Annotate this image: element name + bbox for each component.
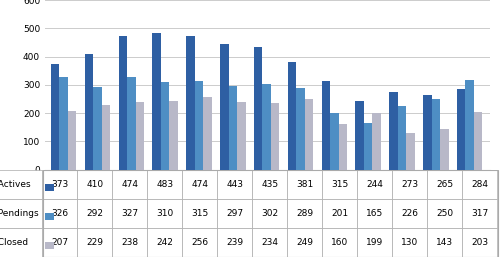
Bar bbox=[322, 81, 330, 170]
Bar bbox=[338, 124, 347, 170]
Bar bbox=[398, 106, 406, 170]
Bar bbox=[457, 89, 466, 170]
Bar bbox=[296, 88, 304, 170]
Bar bbox=[102, 105, 110, 170]
Bar bbox=[330, 113, 338, 170]
Bar bbox=[474, 112, 482, 170]
Bar bbox=[161, 82, 170, 170]
Bar bbox=[466, 80, 474, 170]
Bar bbox=[237, 102, 246, 170]
Bar bbox=[118, 36, 127, 170]
Bar bbox=[364, 123, 372, 170]
Bar bbox=[68, 111, 76, 170]
Bar bbox=[228, 86, 237, 170]
Bar bbox=[85, 54, 93, 170]
Bar bbox=[127, 77, 136, 170]
Bar bbox=[432, 99, 440, 170]
Bar bbox=[406, 133, 414, 170]
Bar bbox=[262, 84, 271, 170]
Bar bbox=[136, 102, 144, 170]
Bar bbox=[356, 101, 364, 170]
Bar bbox=[423, 95, 432, 170]
Bar bbox=[304, 99, 313, 170]
Bar bbox=[271, 104, 280, 170]
Bar bbox=[60, 77, 68, 170]
Bar bbox=[51, 64, 60, 170]
Bar bbox=[254, 47, 262, 170]
Bar bbox=[194, 81, 203, 170]
FancyBboxPatch shape bbox=[45, 213, 54, 220]
Bar bbox=[203, 97, 211, 170]
Bar bbox=[152, 33, 161, 170]
Bar bbox=[170, 101, 178, 170]
FancyBboxPatch shape bbox=[45, 242, 54, 249]
Bar bbox=[440, 129, 448, 170]
Bar bbox=[390, 93, 398, 170]
Bar bbox=[288, 62, 296, 170]
Bar bbox=[220, 44, 228, 170]
Bar bbox=[372, 113, 381, 170]
FancyBboxPatch shape bbox=[45, 184, 54, 191]
Bar bbox=[186, 36, 194, 170]
Bar bbox=[93, 87, 102, 170]
